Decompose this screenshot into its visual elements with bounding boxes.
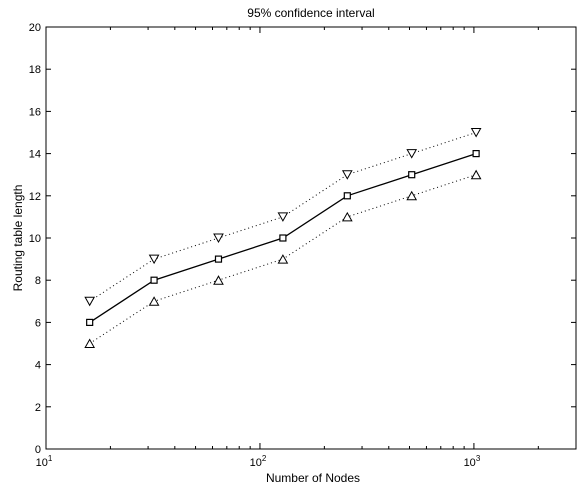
data-point-upper: [277, 212, 289, 222]
y-tick-label: 8: [35, 275, 41, 287]
series-layer: [84, 128, 482, 348]
data-point-lower: [277, 254, 289, 264]
y-axis-title: Routing table length: [11, 185, 25, 292]
y-tick-label: 20: [29, 22, 41, 34]
x-tick-label-exponent: 1: [48, 454, 53, 463]
data-point-mean: [408, 171, 416, 179]
data-point-upper: [406, 149, 418, 159]
data-point-mean: [279, 234, 287, 242]
x-tick-label-exponent: 3: [476, 454, 481, 463]
x-tick-label-base: 10: [464, 457, 476, 469]
y-tick-label: 6: [35, 317, 41, 329]
y-tick-label: 16: [29, 106, 41, 118]
x-tick-label: 101: [36, 454, 53, 469]
y-tick-label: 18: [29, 64, 41, 76]
data-point-lower: [148, 296, 160, 306]
data-point-mean: [214, 255, 223, 263]
data-point-lower: [84, 338, 96, 348]
x-tick-label: 103: [464, 454, 481, 469]
data-point-mean: [343, 192, 351, 200]
x-tick-label: 102: [250, 454, 267, 469]
plot-frame: [45, 26, 577, 450]
x-axis-title: Number of Nodes: [266, 471, 360, 485]
data-point-lower: [470, 169, 482, 180]
data-point-lower: [341, 211, 353, 222]
data-point-mean: [150, 276, 158, 284]
data-point-lower: [213, 275, 224, 285]
x-tick-label-base: 10: [250, 457, 262, 469]
data-point-upper: [470, 128, 482, 138]
data-point-upper: [148, 254, 160, 265]
x-tick-label-base: 10: [36, 457, 48, 469]
data-point-lower: [406, 190, 418, 201]
data-point-upper: [341, 170, 353, 180]
y-tick-label: 2: [35, 402, 41, 414]
data-point-mean: [86, 318, 94, 326]
chart-title: 95% confidence interval: [247, 6, 374, 20]
y-tick-label: 10: [29, 233, 41, 245]
x-tick-label-exponent: 2: [262, 454, 267, 463]
data-point-upper: [213, 233, 224, 244]
data-point-upper: [84, 296, 96, 307]
y-tick-label: 0: [35, 444, 41, 456]
y-tick-label: 12: [29, 191, 41, 203]
data-point-mean: [472, 150, 480, 158]
y-tick-label: 4: [35, 360, 41, 372]
y-tick-label: 14: [29, 149, 41, 161]
